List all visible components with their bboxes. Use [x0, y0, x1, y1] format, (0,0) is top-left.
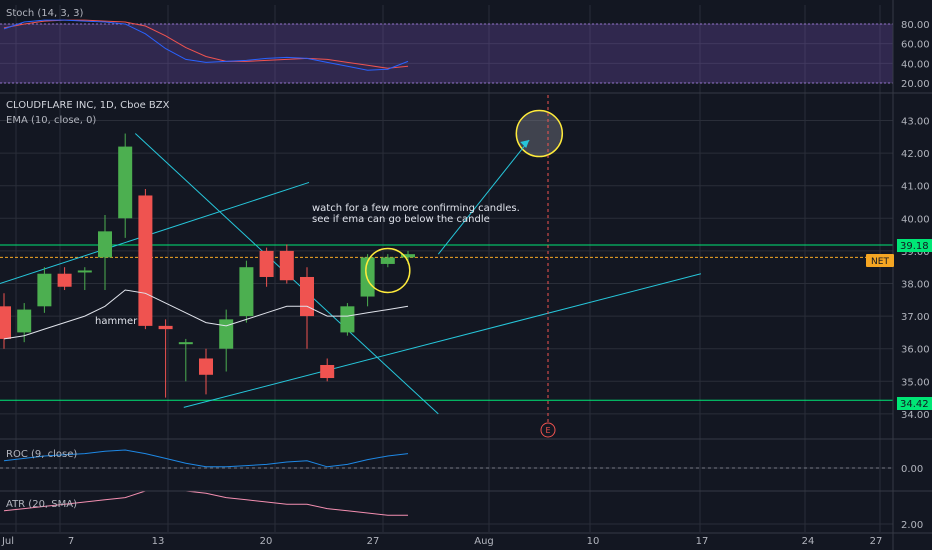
resistance-price: 39.18: [900, 241, 929, 252]
price-tick-4: 39.00: [901, 247, 930, 258]
projection-arrow: [437, 139, 530, 255]
projection-arrowhead: [520, 140, 530, 149]
atr-pane[interactable]: ATR (20, SMA): [3, 490, 408, 516]
earnings-marker: E: [545, 426, 550, 435]
candle-body-11: [219, 319, 234, 349]
time-tick-4: 27: [367, 536, 380, 547]
time-tick-7: 17: [696, 536, 709, 547]
stoch-tick-2: 40.00: [901, 59, 930, 70]
time-axis[interactable]: Jul 7 13 20 27 Aug 10 17 24 27: [1, 536, 882, 547]
candle-body-7: [138, 195, 153, 326]
stoch-pane[interactable]: Stoch (14, 3, 3): [0, 8, 893, 84]
note-line-2: see if ema can go below the candle: [312, 214, 490, 225]
symbol-title: CLOUDFLARE INC, 1D, Cboe BZX: [6, 100, 170, 111]
symbol-price-label: NET: [866, 254, 894, 267]
price-tick-5: 38.00: [901, 280, 930, 291]
price-tick-1: 42.00: [901, 149, 930, 160]
stoch-tick-0: 80.00: [901, 20, 930, 31]
trendline-upper: [0, 181, 310, 284]
time-tick-6: 10: [587, 536, 600, 547]
price-tick-2: 41.00: [901, 182, 930, 193]
atr-tick-0: 2.00: [901, 520, 923, 531]
stoch-lines: [0, 19, 893, 84]
time-tick-5: Aug: [474, 536, 494, 547]
candle-body-1: [17, 309, 32, 333]
candle-body-20: [401, 254, 415, 258]
candle-body-17: [340, 306, 355, 333]
candle-body-3: [57, 273, 72, 287]
ema-line: [3, 289, 409, 340]
price-axis[interactable]: 80.00 60.00 40.00 20.00 43.00 42.00 41.00 40.00…: [901, 20, 930, 531]
stoch-band: [0, 24, 893, 83]
candle-body-6: [118, 146, 133, 219]
drawings: [365, 95, 564, 422]
price-tick-9: 34.00: [901, 410, 930, 421]
ema-label: EMA (10, close, 0): [6, 115, 96, 126]
candles: [0, 133, 415, 398]
stoch-tick-1: 60.00: [901, 40, 930, 51]
trendline-support: [183, 273, 702, 408]
candle-body-12: [239, 267, 254, 317]
candle-body-9: [178, 342, 193, 345]
time-tick-1: 7: [68, 536, 74, 547]
time-tick-8: 24: [802, 536, 815, 547]
note-line-1: watch for a few more confirming candles.: [312, 203, 520, 214]
time-tick-3: 20: [260, 536, 273, 547]
candle-body-16: [320, 365, 335, 379]
candle-body-10: [199, 358, 213, 375]
time-tick-2: 13: [152, 536, 165, 547]
hammer-label: hammer: [95, 316, 138, 327]
time-tick-9: 27: [870, 536, 883, 547]
candle-body-5: [98, 231, 112, 258]
stoch-tick-3: 20.00: [901, 79, 930, 90]
price-pane[interactable]: CLOUDFLARE INC, 1D, Cboe BZX EMA (10, cl…: [0, 95, 893, 438]
price-tick-6: 37.00: [901, 312, 930, 323]
candle-body-18: [360, 257, 375, 297]
candle-body-19: [380, 257, 395, 264]
stoch-k-line: [3, 19, 409, 71]
target-circle: [515, 109, 564, 158]
candle-body-2: [37, 273, 52, 307]
atr-lines: [3, 490, 408, 516]
resistance-price-label: 39.18: [897, 239, 932, 252]
roc-tick-0: 0.00: [901, 464, 923, 475]
support-price-label: 34.42: [897, 397, 932, 410]
stoch-label: Stoch (14, 3, 3): [6, 8, 83, 19]
candle-body-0: [0, 306, 11, 339]
price-tick-7: 36.00: [901, 345, 930, 356]
support-price: 34.42: [900, 399, 929, 410]
candle-body-8: [158, 325, 173, 330]
price-tick-3: 40.00: [901, 214, 930, 225]
atr-line: [3, 490, 408, 516]
atr-label: ATR (20, SMA): [6, 499, 77, 510]
candle-body-13: [259, 250, 274, 277]
roc-line: [3, 449, 409, 468]
price-tick-8: 35.00: [901, 377, 930, 388]
price-tick-0: 43.00: [901, 117, 930, 128]
roc-label: ROC (9, close): [6, 449, 77, 460]
candle-body-15: [300, 276, 314, 317]
symbol-tag: NET: [871, 257, 889, 267]
candle-body-4: [77, 270, 92, 273]
candle-body-14: [279, 250, 294, 281]
roc-pane[interactable]: ROC (9, close): [0, 449, 893, 469]
highlight-circle-candle: [365, 247, 411, 294]
roc-lines: [0, 449, 893, 469]
time-tick-0: Jul: [1, 536, 14, 547]
earnings-marker-circle[interactable]: [540, 422, 556, 438]
